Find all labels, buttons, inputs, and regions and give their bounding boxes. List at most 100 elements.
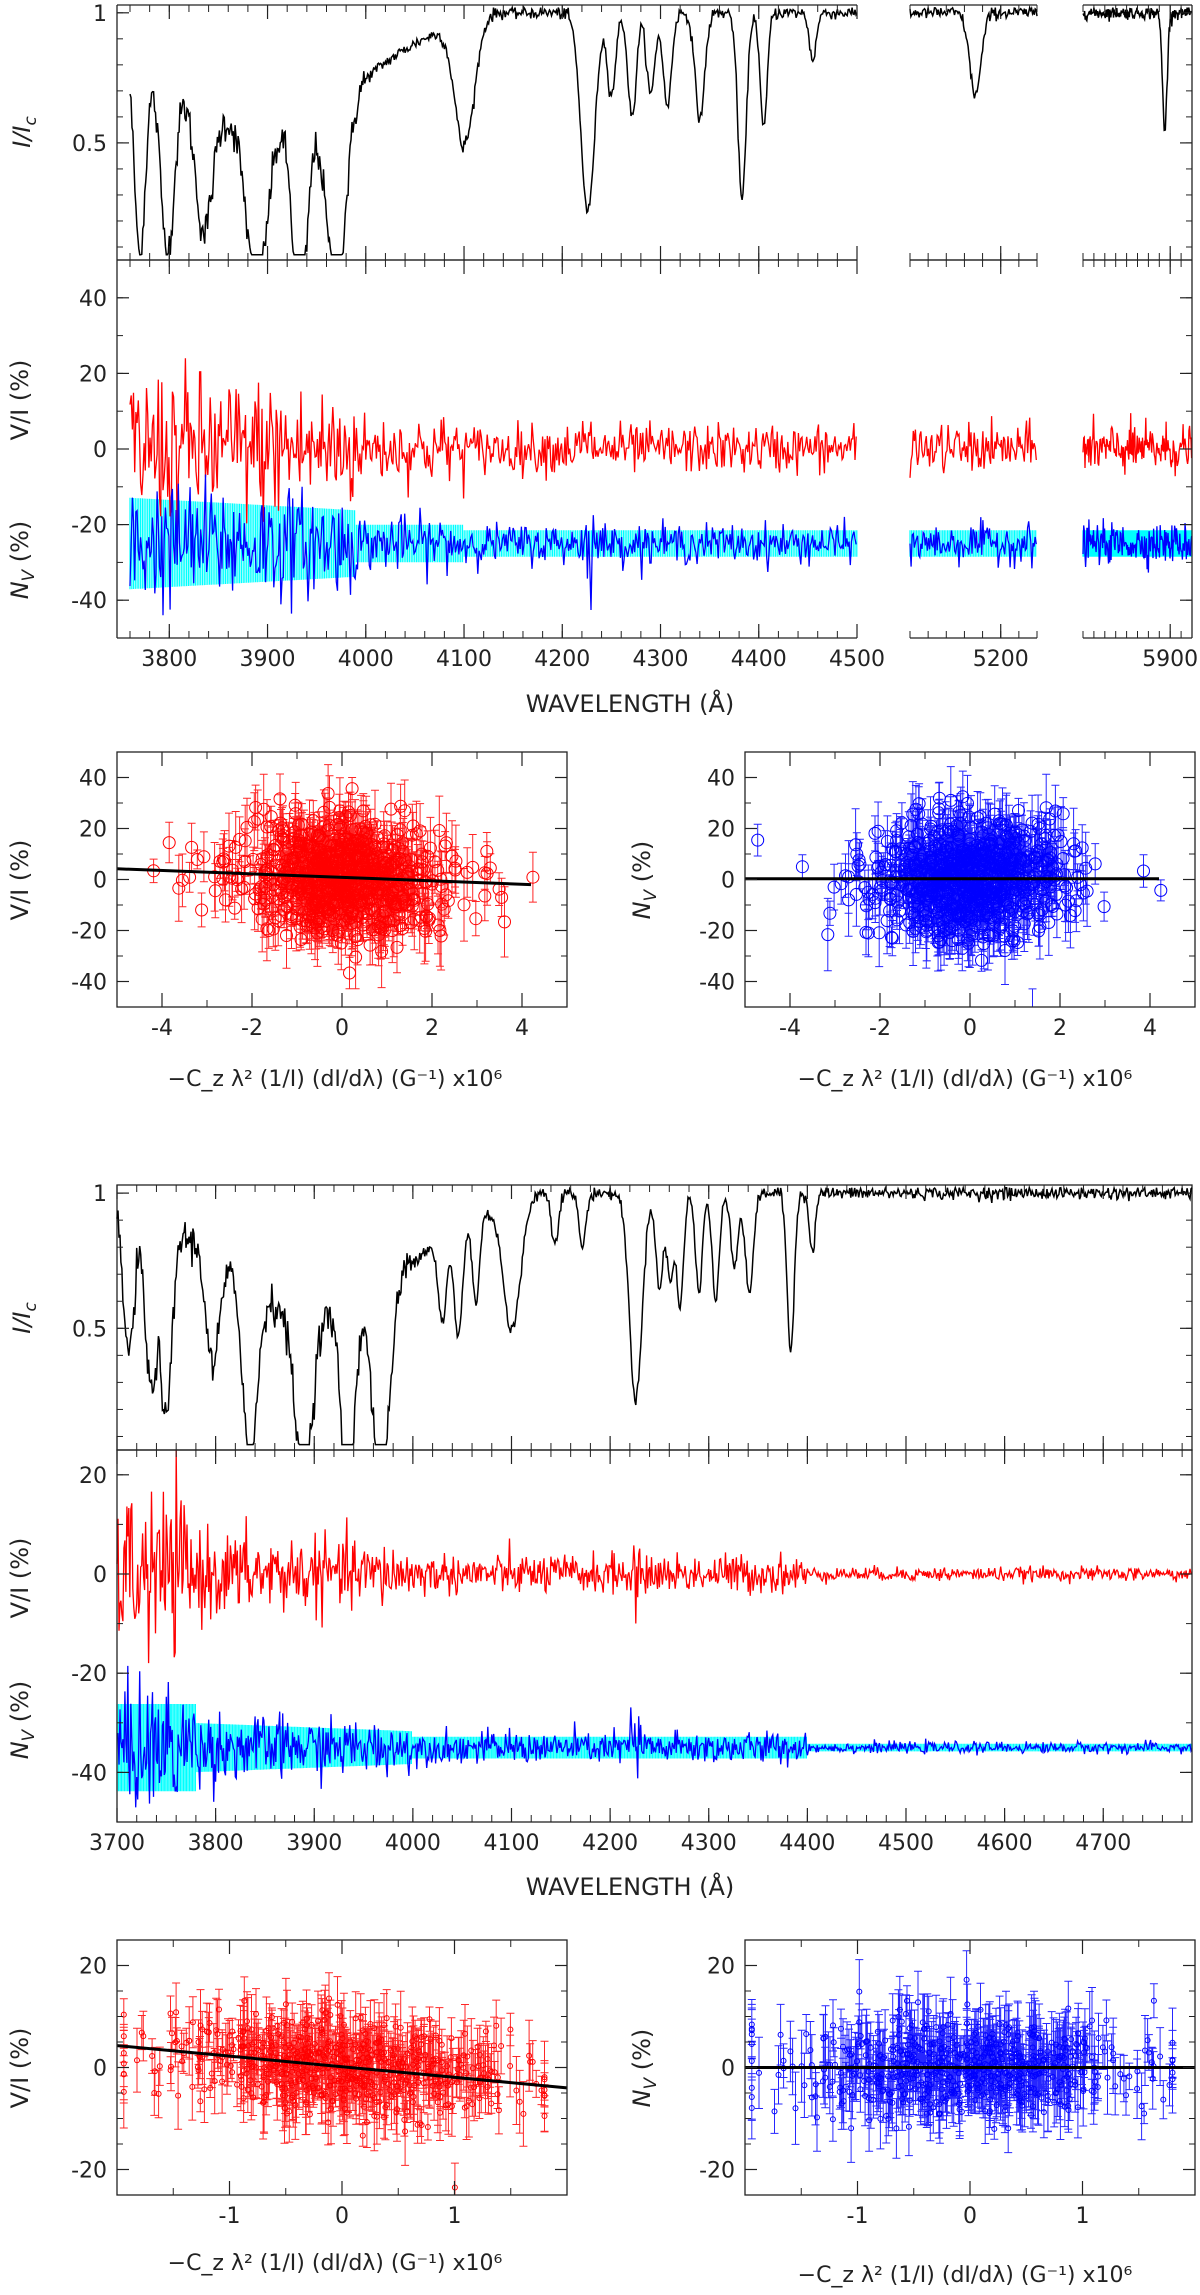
data-point <box>329 2097 336 2104</box>
data-point <box>285 884 299 898</box>
data-point <box>280 2039 287 2046</box>
data-point <box>438 2059 445 2066</box>
data-point <box>454 2066 461 2073</box>
data-point <box>359 2070 366 2077</box>
data-point <box>345 782 359 796</box>
data-point <box>484 2084 491 2090</box>
data-point <box>197 2098 204 2105</box>
data-point <box>877 2115 884 2122</box>
data-point <box>890 834 904 847</box>
data-point <box>900 867 914 881</box>
data-point <box>1009 2041 1016 2048</box>
data-point <box>196 2054 203 2061</box>
data-point <box>846 2088 853 2095</box>
fig1-intensity-panel: 0.5 1 I/Ic <box>8 2 1193 261</box>
x-tick-label: 4200 <box>582 1831 638 1856</box>
y-tick-label: -40 <box>699 971 735 996</box>
data-point <box>120 2050 127 2057</box>
data-point <box>194 2064 201 2071</box>
data-point <box>821 928 835 942</box>
data-point <box>945 897 958 911</box>
data-point <box>389 2055 396 2062</box>
data-point <box>851 859 865 873</box>
data-point <box>395 2060 402 2067</box>
data-point <box>890 2074 897 2081</box>
data-point <box>1095 2073 1101 2080</box>
data-point <box>325 909 339 923</box>
data-point <box>316 834 330 847</box>
data-point <box>1144 2037 1151 2044</box>
x-axis-label: −C_z λ² (1/I) (dI/dλ) (G⁻¹) x10⁶ <box>168 1067 503 1092</box>
data-point <box>190 853 204 866</box>
data-point <box>306 840 320 854</box>
x-tick-label: 2 <box>425 1016 439 1041</box>
data-point <box>1110 2050 1117 2057</box>
data-point <box>885 2115 892 2122</box>
data-point <box>1014 2053 1021 2060</box>
data-point <box>952 829 966 843</box>
data-point <box>406 886 420 900</box>
data-point <box>355 911 369 924</box>
data-point <box>305 2050 312 2057</box>
data-point <box>254 880 268 894</box>
data-point <box>857 2033 864 2039</box>
data-point <box>291 859 305 873</box>
data-point <box>838 2025 844 2032</box>
data-point <box>420 910 434 924</box>
data-point <box>1030 859 1044 873</box>
data-point <box>376 2039 383 2046</box>
regression-fit-line <box>116 2044 568 2090</box>
data-point <box>455 2056 462 2063</box>
data-point <box>887 2098 893 2105</box>
data-point <box>951 933 965 946</box>
data-point <box>1051 2099 1058 2106</box>
y-tick-label: -20 <box>71 2159 107 2184</box>
data-point <box>986 929 1000 943</box>
data-point <box>292 2064 299 2071</box>
data-point <box>893 842 907 856</box>
data-point <box>267 2061 274 2068</box>
data-point <box>971 2031 978 2038</box>
data-point <box>885 931 899 945</box>
data-point <box>963 2056 970 2063</box>
data-point <box>376 2098 383 2105</box>
data-point <box>978 899 992 913</box>
data-point <box>418 2041 424 2048</box>
data-point <box>322 2088 329 2095</box>
data-point <box>939 922 953 936</box>
data-point <box>977 2006 984 2013</box>
data-point <box>1011 2047 1018 2054</box>
data-point <box>820 2035 827 2042</box>
data-point <box>1052 2060 1059 2066</box>
data-point <box>924 2025 931 2032</box>
data-point <box>330 818 344 832</box>
data-point <box>801 2082 808 2089</box>
data-point <box>984 2039 991 2046</box>
y-tick-label: 40 <box>707 767 735 792</box>
data-point <box>434 872 448 886</box>
data-point <box>237 2028 244 2034</box>
data-point <box>973 904 987 918</box>
scatter-points-group <box>747 1950 1177 2163</box>
data-point <box>138 2029 145 2036</box>
data-point <box>264 810 278 824</box>
data-point <box>238 855 252 869</box>
scatter-points-group <box>751 766 1168 1007</box>
data-point <box>345 905 359 919</box>
data-point <box>923 2110 930 2117</box>
data-point <box>808 2094 815 2101</box>
data-point <box>932 914 946 928</box>
x-axis-label: WAVELENGTH (Å) <box>526 689 735 718</box>
data-point <box>151 2068 158 2075</box>
data-point <box>214 2030 221 2037</box>
data-point <box>278 865 292 879</box>
data-point <box>1075 2030 1082 2037</box>
data-point <box>868 891 882 905</box>
data-point <box>849 2072 856 2079</box>
data-point <box>292 839 306 853</box>
data-point <box>189 2019 196 2026</box>
data-point <box>930 2104 937 2111</box>
data-point <box>378 2049 385 2056</box>
data-point <box>368 817 382 831</box>
